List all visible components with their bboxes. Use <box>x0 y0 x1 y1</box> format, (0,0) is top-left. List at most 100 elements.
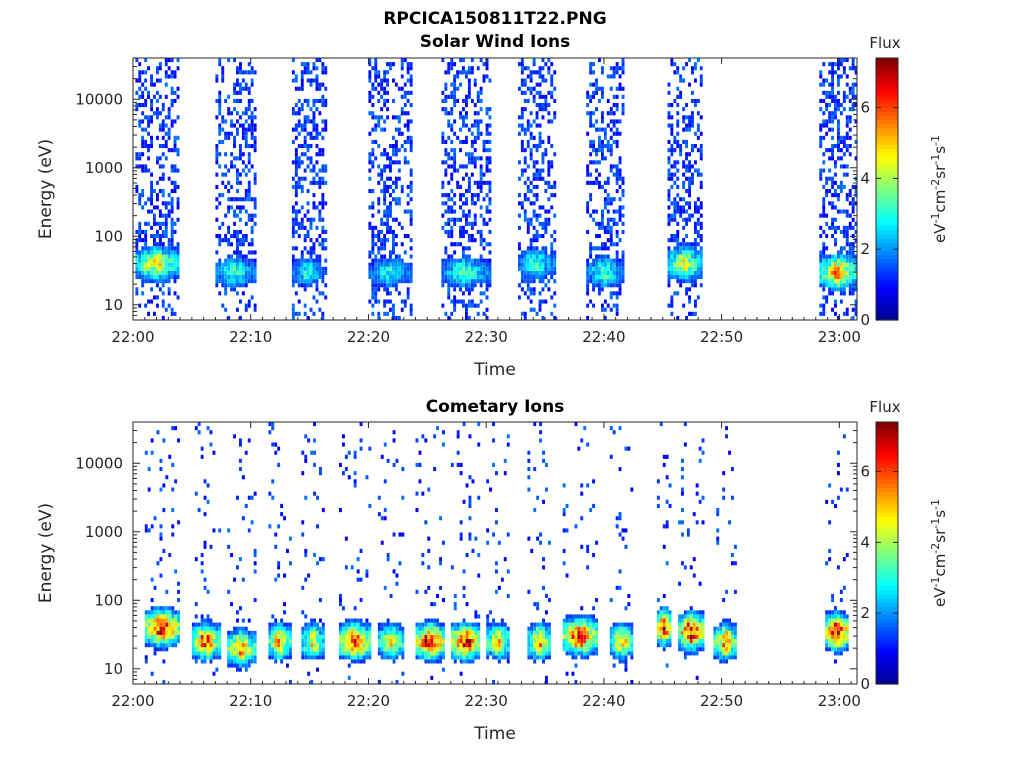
heatmap-cell <box>321 238 325 243</box>
heatmap-cell <box>468 639 472 644</box>
heatmap-cell <box>244 172 248 177</box>
heatmap-cell <box>465 266 468 271</box>
heatmap-cell <box>427 647 431 652</box>
heatmap-cell <box>244 258 248 263</box>
heatmap-cell <box>465 94 468 99</box>
heatmap-cell <box>444 70 448 75</box>
heatmap-cell <box>174 643 178 648</box>
heatmap-cell <box>848 86 852 91</box>
heatmap-cell <box>297 86 301 91</box>
heatmap-cell <box>164 58 168 63</box>
heatmap-cell <box>153 238 156 243</box>
heatmap-cell <box>547 111 551 116</box>
heatmap-cell <box>612 131 616 136</box>
heatmap-cell <box>319 626 322 631</box>
heatmap-cell <box>441 98 445 103</box>
heatmap-cell <box>488 217 492 222</box>
heatmap-cell <box>321 82 325 87</box>
heatmap-cell <box>191 634 195 639</box>
heatmap-cell <box>842 184 846 189</box>
heatmap-cell <box>283 610 286 615</box>
heatmap-cell <box>442 634 445 639</box>
heatmap-cell <box>144 614 148 619</box>
heatmap-cell <box>150 577 154 582</box>
heatmap-cell <box>589 115 593 120</box>
heatmap-cell <box>541 205 545 210</box>
heatmap-cell <box>294 279 298 284</box>
heatmap-cell <box>174 614 178 619</box>
heatmap-cell <box>845 115 849 120</box>
heatmap-cell <box>374 287 378 292</box>
heatmap-cell <box>621 176 625 181</box>
heatmap-cell <box>541 315 545 320</box>
heatmap-cell <box>236 180 239 185</box>
heatmap-cell <box>156 254 159 259</box>
heatmap-cell <box>156 647 160 652</box>
heatmap-cell <box>383 630 387 635</box>
heatmap-cell <box>321 557 325 562</box>
heatmap-cell <box>618 262 622 267</box>
heatmap-cell <box>300 74 304 79</box>
heatmap-cell <box>831 152 834 157</box>
colorbar-segment <box>876 115 898 120</box>
heatmap-cell <box>699 283 703 288</box>
heatmap-cell <box>535 262 539 267</box>
heatmap-cell <box>670 275 674 280</box>
heatmap-cell <box>467 156 471 161</box>
heatmap-cell <box>676 193 680 198</box>
heatmap-cell <box>621 58 625 63</box>
heatmap-cell <box>150 98 153 103</box>
heatmap-cell <box>444 258 448 263</box>
heatmap-cell <box>138 254 142 259</box>
heatmap-cell <box>194 602 198 607</box>
heatmap-cell <box>289 536 292 541</box>
heatmap-cell <box>344 655 348 660</box>
colorbar-segment <box>876 139 898 145</box>
heatmap-cell <box>544 262 548 267</box>
heatmap-cell <box>253 643 257 648</box>
heatmap-cell <box>380 115 384 120</box>
heatmap-cell <box>368 62 372 67</box>
heatmap-cell <box>233 651 236 656</box>
heatmap-cell <box>595 234 598 239</box>
heatmap-cell <box>156 303 159 308</box>
heatmap-cell <box>203 512 207 517</box>
heatmap-cell <box>547 221 551 226</box>
heatmap-cell <box>250 495 254 500</box>
heatmap-cell <box>676 209 680 214</box>
heatmap-cell <box>828 262 832 267</box>
heatmap-cell <box>147 275 150 280</box>
heatmap-cell <box>316 634 319 639</box>
heatmap-cell <box>164 139 168 144</box>
heatmap-cell <box>147 123 150 128</box>
heatmap-cell <box>319 634 322 639</box>
heatmap-cell <box>303 246 307 251</box>
heatmap-cell <box>845 242 849 247</box>
heatmap-cell <box>227 205 231 210</box>
heatmap-cell <box>550 82 554 87</box>
heatmap-cell <box>592 209 595 214</box>
heatmap-cell <box>403 58 407 63</box>
heatmap-cell <box>315 262 319 267</box>
heatmap-cell <box>339 647 342 652</box>
heatmap-cell <box>526 250 530 255</box>
heatmap-cell <box>834 205 837 210</box>
heatmap-cell <box>291 258 295 263</box>
heatmap-cell <box>442 598 445 603</box>
heatmap-cell <box>699 74 703 79</box>
heatmap-cell <box>218 111 222 116</box>
heatmap-cell <box>241 266 245 271</box>
heatmap-cell <box>465 172 468 177</box>
heatmap-cell <box>215 98 219 103</box>
heatmap-cell <box>523 279 527 284</box>
heatmap-cell <box>612 291 616 296</box>
heatmap-cell <box>150 275 153 280</box>
heatmap-cell <box>462 655 466 660</box>
heatmap-cell <box>380 279 384 284</box>
heatmap-cell <box>441 283 445 288</box>
heatmap-cell <box>609 107 613 112</box>
heatmap-cell <box>215 626 219 631</box>
heatmap-cell <box>592 62 595 67</box>
heatmap-cell <box>147 148 150 153</box>
heatmap-cell <box>233 213 236 218</box>
